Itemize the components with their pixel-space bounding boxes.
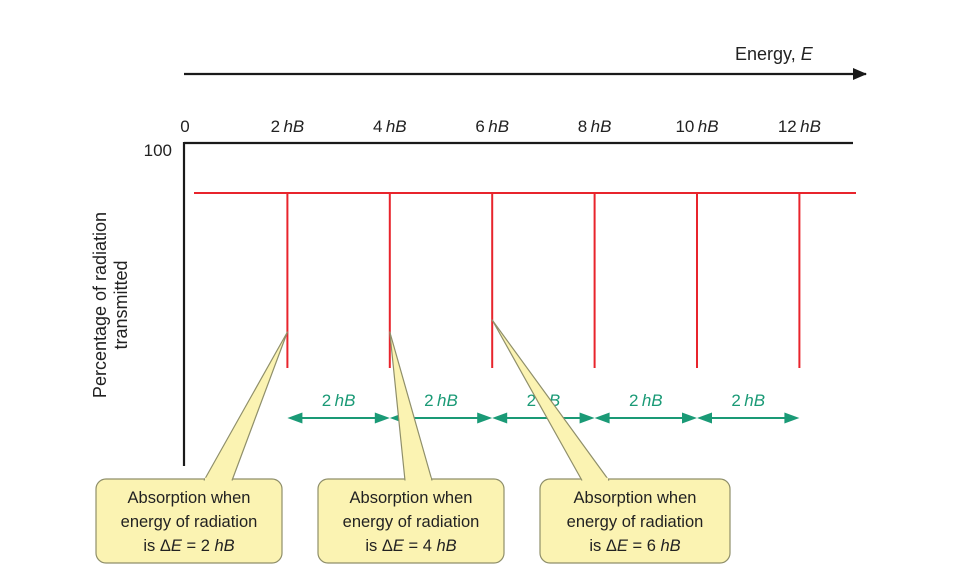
- energy-tick-4: 4 hB: [373, 117, 407, 136]
- callout-line1: Absorption when: [574, 489, 697, 507]
- y-axis-top-label: 100: [144, 141, 172, 160]
- arrowhead-right: [374, 412, 390, 424]
- callout-line2: energy of radiation: [121, 513, 258, 531]
- y-axis-title-line1: Percentage of radiation: [90, 212, 110, 398]
- spacing-label: 2 hB: [424, 391, 458, 410]
- callout-line2: energy of radiation: [567, 513, 704, 531]
- energy-tick-2: 2 hB: [271, 117, 305, 136]
- arrowhead-left: [287, 412, 303, 424]
- energy-axis-title: Energy, E: [735, 44, 814, 64]
- callout-line3: is ΔE = 4 hB: [365, 537, 456, 555]
- callout-line3: is ΔE = 2 hB: [143, 537, 234, 555]
- arrowhead-right: [784, 412, 800, 424]
- absorption-lines: [286, 193, 801, 368]
- spacing-arrow: 2 hB: [697, 391, 800, 424]
- arrowhead-left: [697, 412, 712, 424]
- callout-box: Absorption when energy of radiation is ΔE …: [491, 319, 731, 564]
- callout-line1: Absorption when: [128, 489, 251, 507]
- callout-line1: Absorption when: [350, 489, 473, 507]
- energy-tick-8: 8 hB: [578, 117, 612, 136]
- spacing-label: 2 hB: [629, 391, 663, 410]
- spacing-label: 2 hB: [731, 391, 765, 410]
- callout-line2: energy of radiation: [343, 513, 480, 531]
- y-axis-title-line2: transmitted: [111, 260, 131, 349]
- arrowhead-left: [492, 412, 508, 424]
- callout-line3: is ΔE = 6 hB: [589, 537, 680, 555]
- callout-pointer: [389, 331, 433, 481]
- energy-tick-10: 10 hB: [675, 117, 718, 136]
- callout-pointer: [203, 331, 288, 481]
- energy-tick-0: 0: [180, 117, 189, 136]
- arrowhead-right: [579, 412, 595, 424]
- spacing-arrow: 2 hB: [594, 391, 697, 424]
- callout-background: [95, 478, 283, 564]
- absorption-callouts: Absorption when energy of radiation is ΔE …: [95, 319, 731, 564]
- energy-tick-6: 6 hB: [475, 117, 509, 136]
- energy-tick-12: 12 hB: [778, 117, 821, 136]
- spacing-arrow: 2 hB: [287, 391, 390, 424]
- callout-box: Absorption when energy of radiation is ΔE …: [95, 331, 288, 564]
- arrowhead-right: [682, 412, 697, 424]
- arrowhead-left: [594, 412, 610, 424]
- y-axis-title: Percentage of radiation transmitted: [90, 212, 131, 398]
- callout-background: [539, 478, 731, 564]
- callout-pointer: [491, 319, 610, 481]
- callout-box: Absorption when energy of radiation is ΔE …: [317, 331, 505, 564]
- arrowhead-right: [477, 412, 493, 424]
- energy-tick-labels: 2 hB 4 hB 6 hB 8 hB 10 hB 12 hB: [271, 117, 821, 136]
- spacing-label: 2 hB: [322, 391, 356, 410]
